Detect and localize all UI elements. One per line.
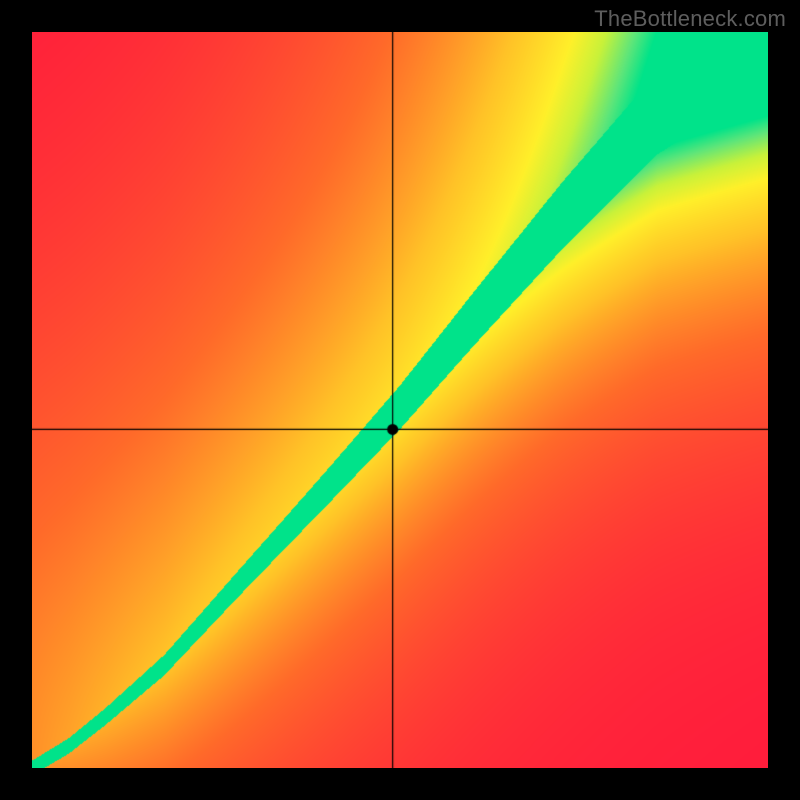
bottleneck-heatmap: [32, 32, 768, 768]
watermark-text: TheBottleneck.com: [594, 6, 786, 32]
chart-frame: TheBottleneck.com: [0, 0, 800, 800]
